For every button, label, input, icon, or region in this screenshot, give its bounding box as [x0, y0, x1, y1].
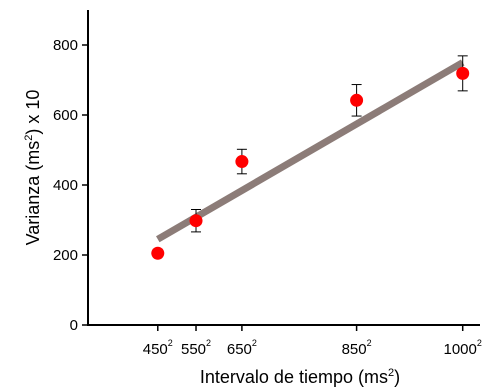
- y-axis-title: Varianza (ms2) x 10: [23, 90, 43, 246]
- data-point: [350, 93, 364, 107]
- data-point: [189, 214, 203, 228]
- data-point: [151, 246, 165, 260]
- fit-line-group: [156, 59, 465, 243]
- y-tick-label: 200: [53, 247, 78, 264]
- axes: [87, 10, 480, 326]
- y-tick-label: 400: [53, 177, 78, 194]
- y-tick-label: 800: [53, 37, 78, 54]
- x-tick-label: 10002: [444, 338, 482, 358]
- data-point: [235, 155, 249, 169]
- x-axis-title: Intervalo de tiempo (ms2): [200, 367, 400, 387]
- y-axis-ticks: 0 200 400 600 800: [53, 37, 88, 334]
- data-points: [151, 66, 470, 260]
- x-tick-label: 4502: [143, 338, 173, 358]
- x-tick-label: 5502: [181, 338, 211, 358]
- x-tick-label: 6502: [227, 338, 257, 358]
- y-tick-label: 600: [53, 107, 78, 124]
- x-tick-label: 8502: [342, 338, 372, 358]
- fit-line: [156, 59, 465, 243]
- y-tick-label: 0: [70, 317, 78, 334]
- x-axis-ticks: 4502 5502 6502 8502 10002: [143, 325, 482, 358]
- data-point: [456, 66, 470, 80]
